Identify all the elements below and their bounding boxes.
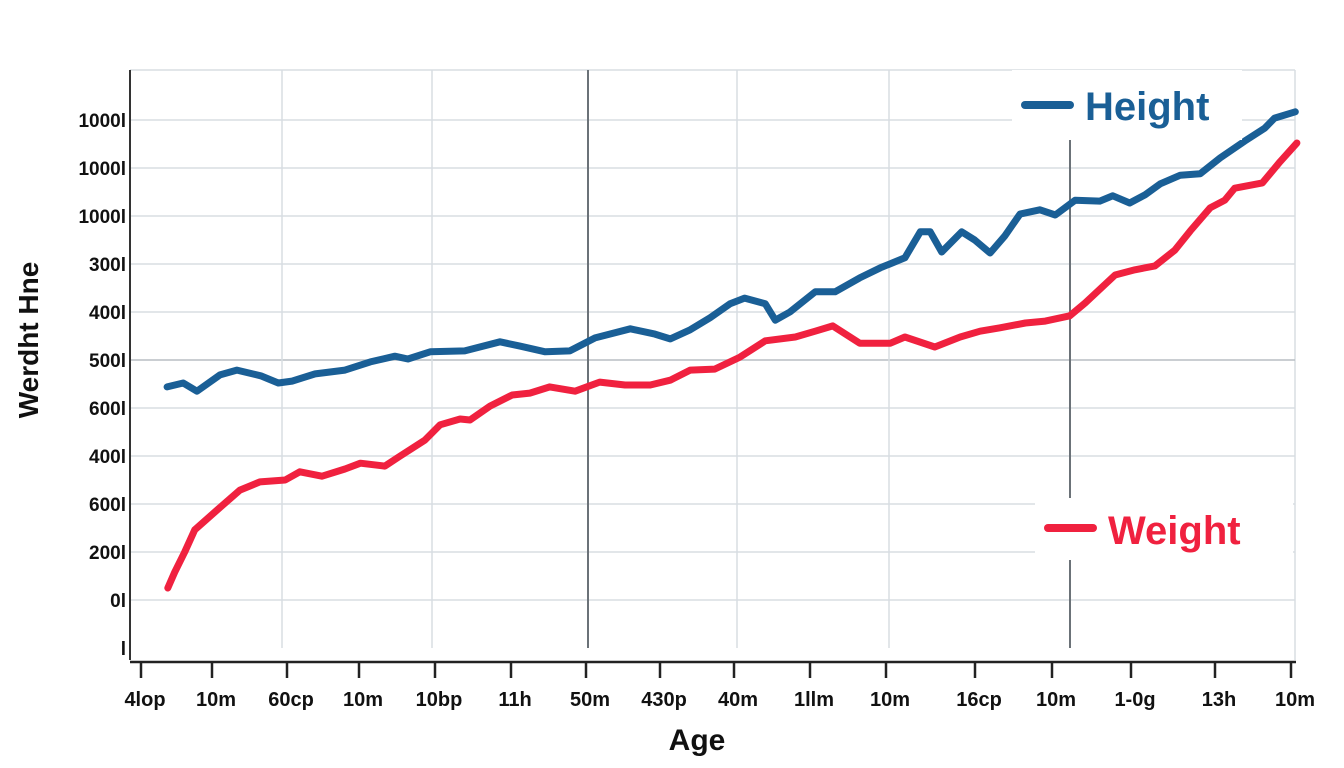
y-axis: l 0l 200l 600l 400l 600l 500l 400l 300l 1000l 1000…: [78, 70, 131, 660]
y-tick-label: 600l: [89, 399, 126, 420]
legend-label: Weight: [1108, 509, 1241, 553]
y-tick-label: 400l: [89, 303, 126, 324]
x-tick-label: 10m: [1036, 689, 1076, 711]
y-axis-label: Werdht Hne: [13, 262, 44, 419]
x-axis: 4lop 10m 60cp 10m 10bp 11h 50m 430p 40m 1llm 10m 16…: [124, 660, 1315, 711]
x-axis-label: Age: [669, 724, 726, 757]
series-line-height: [163, 108, 1299, 395]
x-tick-label: 50m: [570, 689, 610, 711]
y-tick-label: 1000l: [78, 159, 126, 180]
legend: Height Weight: [1012, 70, 1293, 560]
x-tick-label: 10bp: [416, 689, 463, 711]
x-tick-label: 430p: [641, 689, 687, 711]
y-tick-label: 600l: [89, 495, 126, 516]
x-tick-label: 1llm: [794, 689, 834, 711]
x-tick-label: 1-0g: [1114, 689, 1155, 711]
x-tick-label: 10m: [343, 689, 383, 711]
x-tick-label: 10m: [1275, 689, 1315, 711]
y-tick-label: l: [121, 639, 126, 660]
series-lines: [163, 108, 1301, 592]
x-tick-label: 16cp: [956, 689, 1002, 711]
x-tick-label: 10m: [870, 689, 910, 711]
y-tick-label: 200l: [89, 543, 126, 564]
x-tick-label: 11h: [498, 689, 531, 711]
y-tick-label: 1000l: [78, 207, 126, 228]
series-line-weight: [164, 139, 1301, 592]
y-tick-label: 1000l: [78, 111, 126, 132]
x-tick-label: 13h: [1202, 689, 1236, 711]
grid: [130, 69, 1296, 660]
legend-label: Height: [1085, 85, 1209, 129]
x-tick-label: 60cp: [268, 689, 314, 711]
y-tick-label: 500l: [89, 351, 126, 372]
x-tick-label: 40m: [718, 689, 758, 711]
x-tick-label: 4lop: [124, 689, 165, 711]
y-tick-label: 0l: [110, 591, 126, 612]
x-tick-label: 10m: [196, 689, 236, 711]
y-tick-label: 300l: [89, 255, 126, 276]
y-tick-label: 400l: [89, 447, 126, 468]
